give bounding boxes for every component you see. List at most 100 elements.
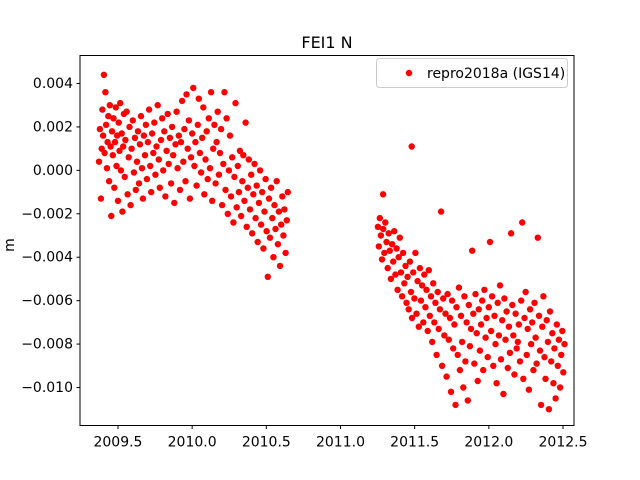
data-point xyxy=(527,340,535,348)
data-point xyxy=(220,160,227,168)
data-point xyxy=(129,117,136,124)
data-point xyxy=(267,184,275,191)
data-point xyxy=(510,332,517,339)
data-point xyxy=(421,271,428,278)
data-point xyxy=(415,323,422,330)
data-point xyxy=(191,162,198,170)
data-point xyxy=(275,208,283,215)
data-point xyxy=(209,197,216,204)
data-point xyxy=(515,321,522,328)
data-point xyxy=(271,201,278,209)
data-point xyxy=(272,225,279,233)
data-point xyxy=(492,340,499,348)
data-point xyxy=(217,125,225,133)
data-point xyxy=(475,306,482,313)
data-point xyxy=(438,362,446,369)
data-point xyxy=(274,241,282,248)
data-point xyxy=(135,180,143,187)
data-point xyxy=(437,208,445,215)
data-point xyxy=(425,267,432,274)
x-axis-ticks: 2009.5 2010.0 2010.5 2011.0 2011.5 2012.0 2012… xyxy=(93,425,588,451)
data-point xyxy=(225,167,233,174)
data-point xyxy=(554,362,561,369)
data-point xyxy=(147,162,154,170)
data-point xyxy=(233,204,240,211)
data-point xyxy=(137,112,145,120)
data-point xyxy=(546,308,554,315)
data-point xyxy=(377,232,385,239)
data-point xyxy=(121,173,128,181)
y-tick-label: −0.008 xyxy=(21,337,73,353)
data-point xyxy=(103,165,111,172)
data-point xyxy=(535,312,543,319)
data-point xyxy=(197,169,205,176)
data-point xyxy=(509,301,516,309)
data-point xyxy=(281,206,288,213)
x-tick-label: 2010.5 xyxy=(242,435,291,451)
data-point xyxy=(187,154,195,161)
data-point xyxy=(561,340,568,348)
data-point xyxy=(462,358,469,365)
data-point xyxy=(378,256,386,263)
data-point xyxy=(483,314,490,322)
data-point xyxy=(423,286,430,293)
data-point xyxy=(476,347,484,354)
data-point xyxy=(151,119,158,126)
y-tick-label: 0.002 xyxy=(33,119,73,135)
data-point xyxy=(450,345,457,352)
data-point xyxy=(230,219,237,226)
data-point xyxy=(178,97,186,105)
data-point xyxy=(516,358,524,365)
data-point xyxy=(485,304,492,311)
data-point xyxy=(430,280,437,287)
data-point xyxy=(503,308,510,315)
data-point xyxy=(456,366,464,374)
data-point xyxy=(390,258,397,265)
data-point xyxy=(205,115,212,122)
data-point xyxy=(471,360,478,367)
data-point xyxy=(408,314,416,322)
data-point xyxy=(171,199,178,207)
data-point xyxy=(487,327,495,335)
data-point xyxy=(550,380,557,387)
data-point xyxy=(201,191,208,198)
data-point xyxy=(167,180,175,187)
data-point xyxy=(100,71,108,79)
x-tick-label: 2010.0 xyxy=(168,435,217,451)
data-point xyxy=(383,238,390,246)
data-point xyxy=(434,288,441,296)
data-point xyxy=(125,154,132,161)
data-point xyxy=(204,175,211,183)
data-point xyxy=(480,366,487,374)
data-point xyxy=(164,110,171,118)
data-point xyxy=(120,143,127,150)
data-point xyxy=(243,223,250,230)
y-tick-label: −0.004 xyxy=(21,250,73,266)
legend: repro2018a (IGS14) xyxy=(376,58,568,88)
data-point xyxy=(134,128,142,135)
data-point xyxy=(441,332,448,339)
data-point xyxy=(266,234,274,241)
data-point xyxy=(401,280,408,287)
data-point xyxy=(513,345,520,352)
data-point xyxy=(159,115,166,122)
data-point xyxy=(199,134,206,141)
data-point xyxy=(143,175,151,183)
data-point xyxy=(112,104,120,111)
legend-box xyxy=(376,58,568,88)
data-point xyxy=(117,167,125,174)
data-point xyxy=(432,299,439,306)
data-point xyxy=(177,138,185,146)
data-point xyxy=(101,149,108,157)
data-point xyxy=(496,282,504,289)
data-point xyxy=(172,141,179,148)
data-point xyxy=(404,273,411,280)
data-point xyxy=(108,212,115,220)
data-point xyxy=(461,293,468,300)
data-point xyxy=(396,234,403,241)
data-point xyxy=(519,219,526,226)
data-point xyxy=(224,210,231,217)
data-point xyxy=(466,343,474,350)
data-point xyxy=(148,130,156,137)
data-point xyxy=(553,321,560,328)
